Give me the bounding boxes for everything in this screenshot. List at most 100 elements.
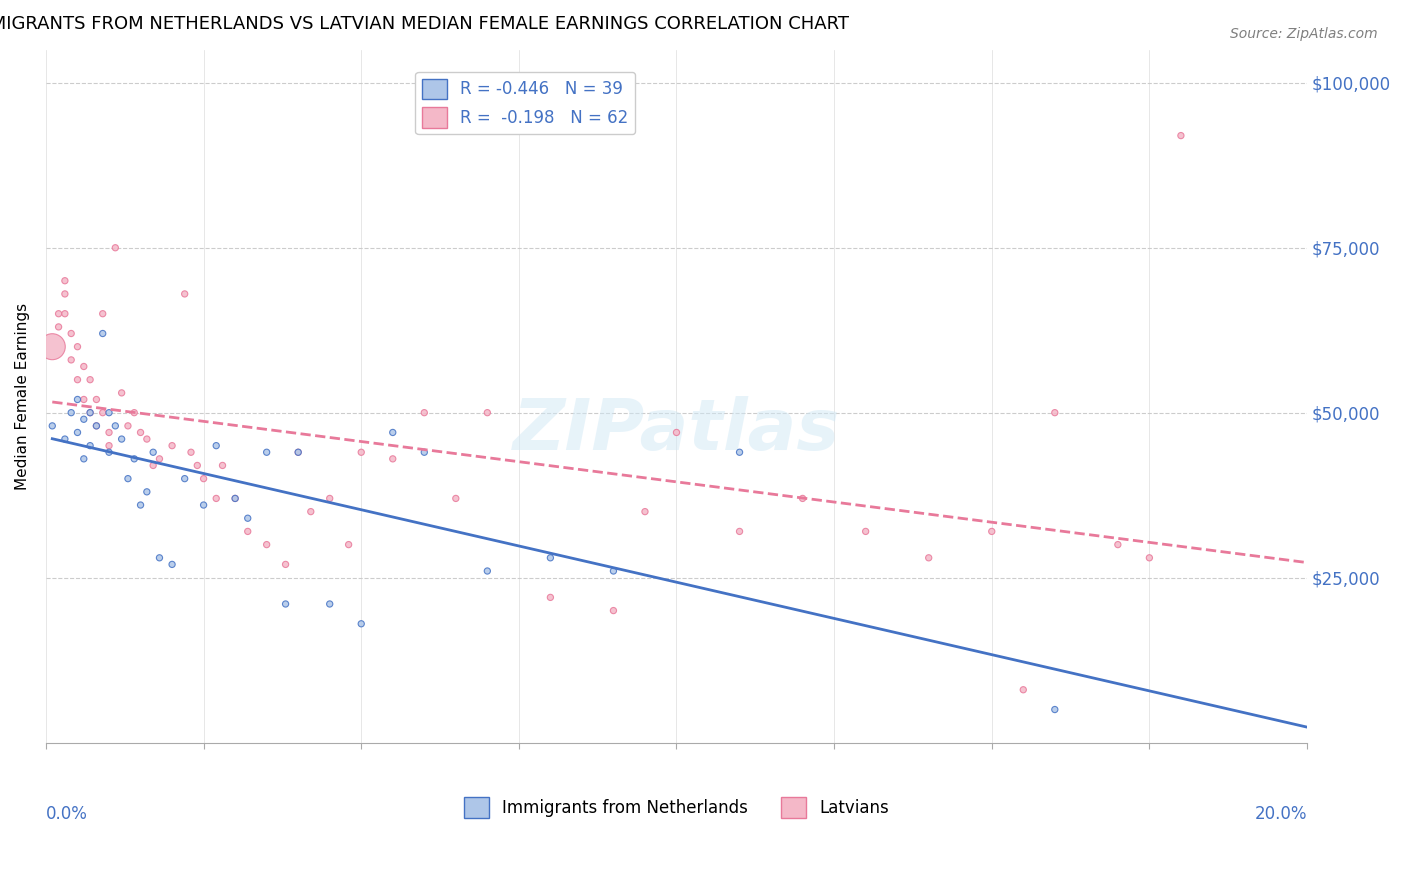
Point [193, 498, 215, 512]
Point [73, 451, 96, 466]
Point [205, 439, 228, 453]
Point [1137, 550, 1160, 565]
Point [350, 616, 373, 631]
Point [538, 591, 561, 605]
Point [477, 564, 499, 578]
Point [60, 352, 83, 367]
Point [1043, 702, 1066, 716]
Point [160, 558, 183, 572]
Point [477, 406, 499, 420]
Point [148, 451, 170, 466]
Point [53, 274, 76, 288]
Point [318, 597, 340, 611]
Point [792, 491, 814, 506]
Point [91, 406, 114, 420]
Point [142, 445, 165, 459]
Point [318, 491, 340, 506]
Point [205, 491, 228, 506]
Point [444, 491, 467, 506]
Point [66, 425, 89, 440]
Point [98, 445, 121, 459]
Point [135, 432, 157, 446]
Point [135, 484, 157, 499]
Point [117, 418, 139, 433]
Point [381, 451, 404, 466]
Point [41, 418, 63, 433]
Point [91, 307, 114, 321]
Point [79, 373, 101, 387]
Point [287, 445, 309, 459]
Point [256, 538, 278, 552]
Point [337, 538, 360, 552]
Point [381, 425, 404, 440]
Point [1012, 682, 1035, 697]
Point [980, 524, 1002, 539]
Point [1043, 406, 1066, 420]
Point [918, 550, 941, 565]
Point [413, 406, 436, 420]
Point [350, 445, 373, 459]
Point [173, 472, 195, 486]
Point [73, 412, 96, 426]
Point [79, 406, 101, 420]
Point [98, 439, 121, 453]
Point [41, 340, 63, 354]
Point [66, 392, 89, 407]
Point [79, 406, 101, 420]
Text: ZIPatlas: ZIPatlas [513, 396, 841, 466]
Point [66, 340, 89, 354]
Point [129, 498, 152, 512]
Point [211, 458, 233, 473]
Point [728, 524, 751, 539]
Point [224, 491, 246, 506]
Point [98, 406, 121, 420]
Point [73, 359, 96, 374]
Point [299, 505, 322, 519]
Point [148, 550, 170, 565]
Point [160, 439, 183, 453]
Point [79, 439, 101, 453]
Point [111, 385, 134, 400]
Point [129, 425, 152, 440]
Point [53, 432, 76, 446]
Legend: Immigrants from Netherlands, Latvians: Immigrants from Netherlands, Latvians [457, 790, 896, 824]
Point [122, 451, 145, 466]
Point [86, 418, 108, 433]
Point [602, 564, 624, 578]
Point [86, 392, 108, 407]
Point [274, 558, 297, 572]
Point [274, 597, 297, 611]
Point [665, 425, 688, 440]
Point [1107, 538, 1129, 552]
Point [53, 287, 76, 301]
Y-axis label: Median Female Earnings: Median Female Earnings [15, 302, 30, 490]
Point [538, 550, 561, 565]
Text: Source: ZipAtlas.com: Source: ZipAtlas.com [1230, 27, 1378, 41]
Point [142, 458, 165, 473]
Text: 0.0%: 0.0% [46, 805, 87, 822]
Point [180, 445, 202, 459]
Text: 20.0%: 20.0% [1254, 805, 1308, 822]
Point [193, 472, 215, 486]
Point [236, 511, 259, 525]
Point [111, 432, 134, 446]
Point [60, 326, 83, 341]
Point [53, 307, 76, 321]
Point [224, 491, 246, 506]
Point [186, 458, 208, 473]
Point [236, 524, 259, 539]
Point [48, 319, 70, 334]
Point [413, 445, 436, 459]
Point [60, 406, 83, 420]
Point [86, 418, 108, 433]
Text: IMMIGRANTS FROM NETHERLANDS VS LATVIAN MEDIAN FEMALE EARNINGS CORRELATION CHART: IMMIGRANTS FROM NETHERLANDS VS LATVIAN M… [0, 15, 849, 33]
Point [256, 445, 278, 459]
Point [855, 524, 877, 539]
Point [1170, 128, 1192, 143]
Point [73, 392, 96, 407]
Point [122, 406, 145, 420]
Point [48, 307, 70, 321]
Point [66, 373, 89, 387]
Point [634, 505, 657, 519]
Point [117, 472, 139, 486]
